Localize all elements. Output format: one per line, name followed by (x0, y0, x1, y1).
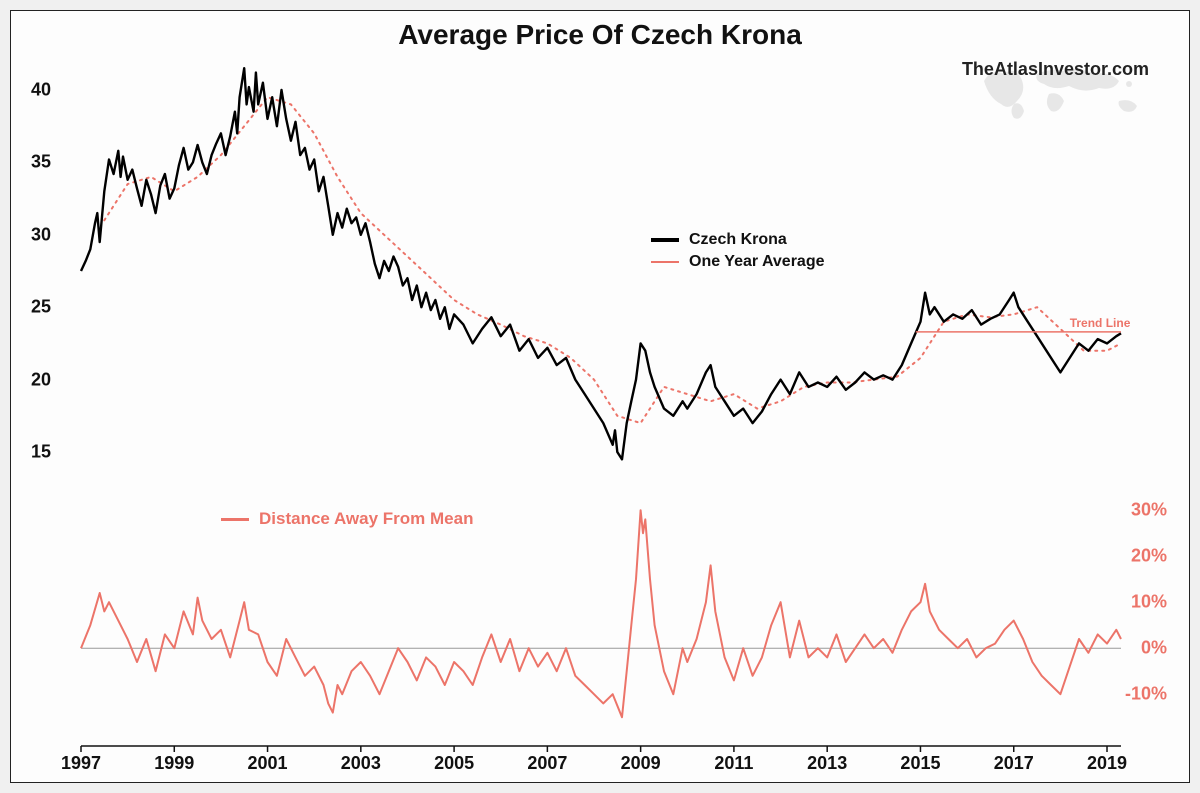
x-tick: 2007 (527, 753, 567, 774)
x-tick: 2003 (341, 753, 381, 774)
y-tick-top: 15 (31, 442, 51, 463)
trend-line-label: Trend Line (1070, 316, 1131, 330)
y-tick-top: 35 (31, 152, 51, 173)
chart-container: Average Price Of Czech Krona TheAtlasInv… (10, 10, 1190, 783)
x-tick: 1999 (154, 753, 194, 774)
legend-label-krona: Czech Krona (689, 231, 787, 249)
y-tick-bottom: 0% (1141, 638, 1167, 659)
y-tick-top: 20 (31, 369, 51, 390)
legend-main: Czech Krona One Year Average (651, 231, 825, 275)
y-tick-bottom: 10% (1131, 592, 1167, 613)
y-tick-top: 25 (31, 297, 51, 318)
x-tick: 2019 (1087, 753, 1127, 774)
legend-swatch-distance (221, 518, 249, 521)
legend-swatch-krona (651, 238, 679, 242)
legend-label-avg: One Year Average (689, 253, 825, 271)
y-tick-bottom: -10% (1125, 684, 1167, 705)
x-tick: 1997 (61, 753, 101, 774)
x-tick: 2013 (807, 753, 847, 774)
legend-label-distance: Distance Away From Mean (259, 509, 473, 529)
x-tick: 2001 (248, 753, 288, 774)
y-tick-top: 40 (31, 79, 51, 100)
main-plot (11, 11, 1191, 784)
legend-distance: Distance Away From Mean (221, 509, 473, 529)
y-tick-top: 30 (31, 224, 51, 245)
x-tick: 2015 (900, 753, 940, 774)
legend-swatch-avg (651, 261, 679, 263)
x-tick: 2009 (621, 753, 661, 774)
x-tick: 2017 (994, 753, 1034, 774)
x-tick: 2011 (714, 753, 753, 774)
y-tick-bottom: 30% (1131, 500, 1167, 521)
x-tick: 2005 (434, 753, 474, 774)
y-tick-bottom: 20% (1131, 546, 1167, 567)
